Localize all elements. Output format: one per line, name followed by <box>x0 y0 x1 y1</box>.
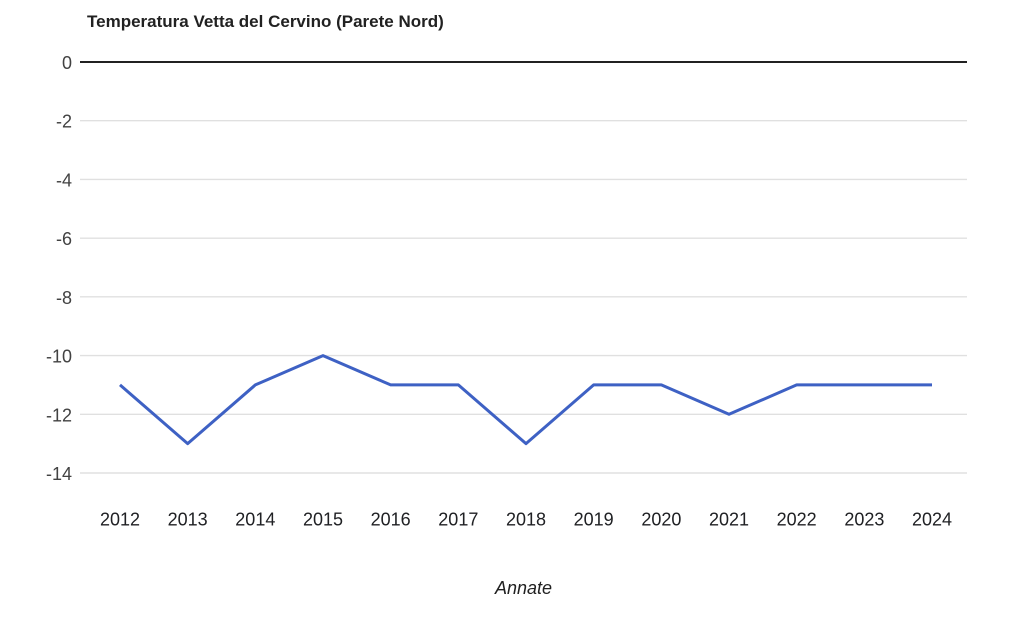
chart-title: Temperatura Vetta del Cervino (Parete No… <box>87 12 444 31</box>
x-tick-label: 2016 <box>371 510 411 530</box>
x-tick-label: 2014 <box>235 510 275 530</box>
y-tick-label: -14 <box>46 464 72 484</box>
temperature-series-line[interactable] <box>119 354 933 446</box>
y-tick-label: -8 <box>56 288 72 308</box>
x-axis-title: Annate <box>494 578 553 598</box>
x-tick-label: 2018 <box>506 510 546 530</box>
y-tick-label: -2 <box>56 112 72 132</box>
x-tick-label: 2020 <box>641 510 681 530</box>
x-tick-label: 2015 <box>303 510 343 530</box>
y-tick-label: -6 <box>56 229 72 249</box>
y-tick-label: 0 <box>62 53 72 73</box>
x-tick-label: 2017 <box>438 510 478 530</box>
x-tick-label: 2012 <box>100 510 140 530</box>
x-tick-label: 2021 <box>709 510 749 530</box>
y-tick-label: -12 <box>46 405 72 425</box>
x-tick-label: 2019 <box>574 510 614 530</box>
y-tick-label: -4 <box>56 170 72 190</box>
x-tick-label: 2023 <box>844 510 884 530</box>
x-tick-label: 2013 <box>168 510 208 530</box>
x-tick-label: 2022 <box>777 510 817 530</box>
y-tick-label: -10 <box>46 347 72 367</box>
x-tick-label: 2024 <box>912 510 952 530</box>
